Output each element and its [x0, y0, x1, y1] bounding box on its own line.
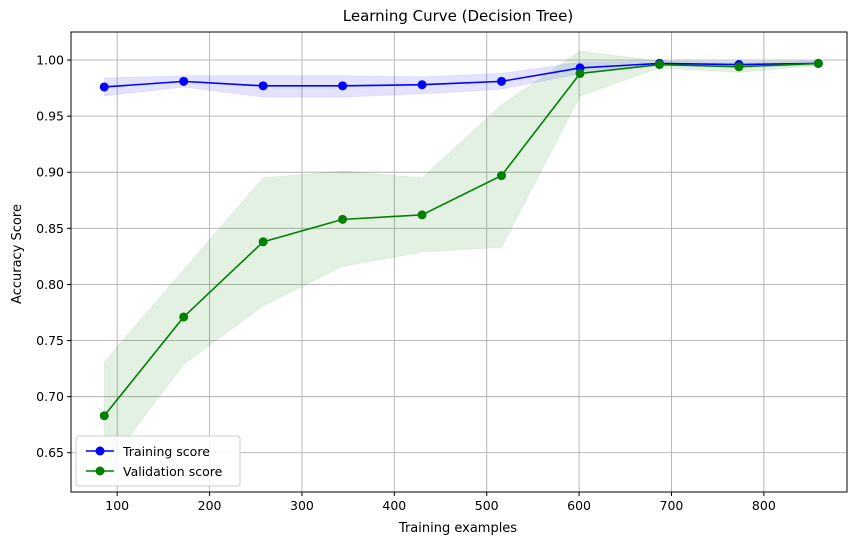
y-axis-ticks: 0.65 0.70 0.75 0.80 0.85 0.90 0.95 1.00 — [36, 53, 71, 460]
y-tick-label: 0.95 — [36, 109, 64, 124]
validation-score-line — [103, 62, 819, 417]
validation-score-point — [338, 214, 348, 224]
x-tick-label: 700 — [660, 498, 684, 513]
validation-score-point — [575, 69, 585, 79]
y-tick-label: 0.70 — [36, 389, 64, 404]
validation-score-point — [179, 312, 189, 322]
legend: Training score Validation score — [75, 435, 241, 487]
plot-frame — [70, 31, 848, 493]
legend-marker-validation — [95, 466, 105, 476]
x-tick-label: 300 — [290, 498, 314, 513]
training-score-line — [104, 62, 819, 88]
y-tick-label: 0.65 — [36, 445, 64, 460]
validation-score-point — [813, 58, 823, 68]
y-axis-label: Accuracy Score — [10, 204, 25, 304]
y-tick-label: 0.85 — [36, 221, 64, 236]
legend-box — [75, 435, 241, 487]
x-tick-label: 100 — [105, 498, 129, 513]
x-axis-ticks: 100 200 300 400 500 600 700 800 — [105, 492, 776, 513]
training-score-point — [496, 76, 506, 86]
training-score-point — [179, 76, 189, 86]
training-score-point — [99, 82, 109, 92]
y-tick-label: 0.75 — [36, 333, 64, 348]
y-tick-label: 1.00 — [36, 53, 64, 68]
validation-score-point — [417, 210, 427, 220]
training-score-point — [417, 80, 427, 90]
x-tick-label: 600 — [567, 498, 591, 513]
x-tick-label: 800 — [752, 498, 776, 513]
validation-score-point — [734, 62, 744, 72]
legend-label-validation: Validation score — [123, 464, 223, 479]
legend-label-training: Training score — [122, 444, 210, 459]
legend-marker-training — [95, 446, 105, 456]
validation-score-point — [496, 171, 506, 181]
series-points — [99, 58, 823, 421]
validation-score-point — [654, 60, 664, 70]
x-tick-label: 200 — [198, 498, 222, 513]
validation-score-point — [258, 237, 268, 247]
validation-score-point — [99, 411, 109, 421]
y-tick-label: 0.90 — [36, 165, 64, 180]
training-score-point — [258, 81, 268, 91]
training-score-point — [338, 81, 348, 91]
y-tick-label: 0.80 — [36, 277, 64, 292]
chart-title: Learning Curve (Decision Tree) — [343, 7, 574, 25]
x-tick-label: 500 — [475, 498, 499, 513]
series-lines — [103, 62, 819, 417]
x-tick-label: 400 — [382, 498, 406, 513]
x-axis-label: Training examples — [398, 521, 517, 536]
